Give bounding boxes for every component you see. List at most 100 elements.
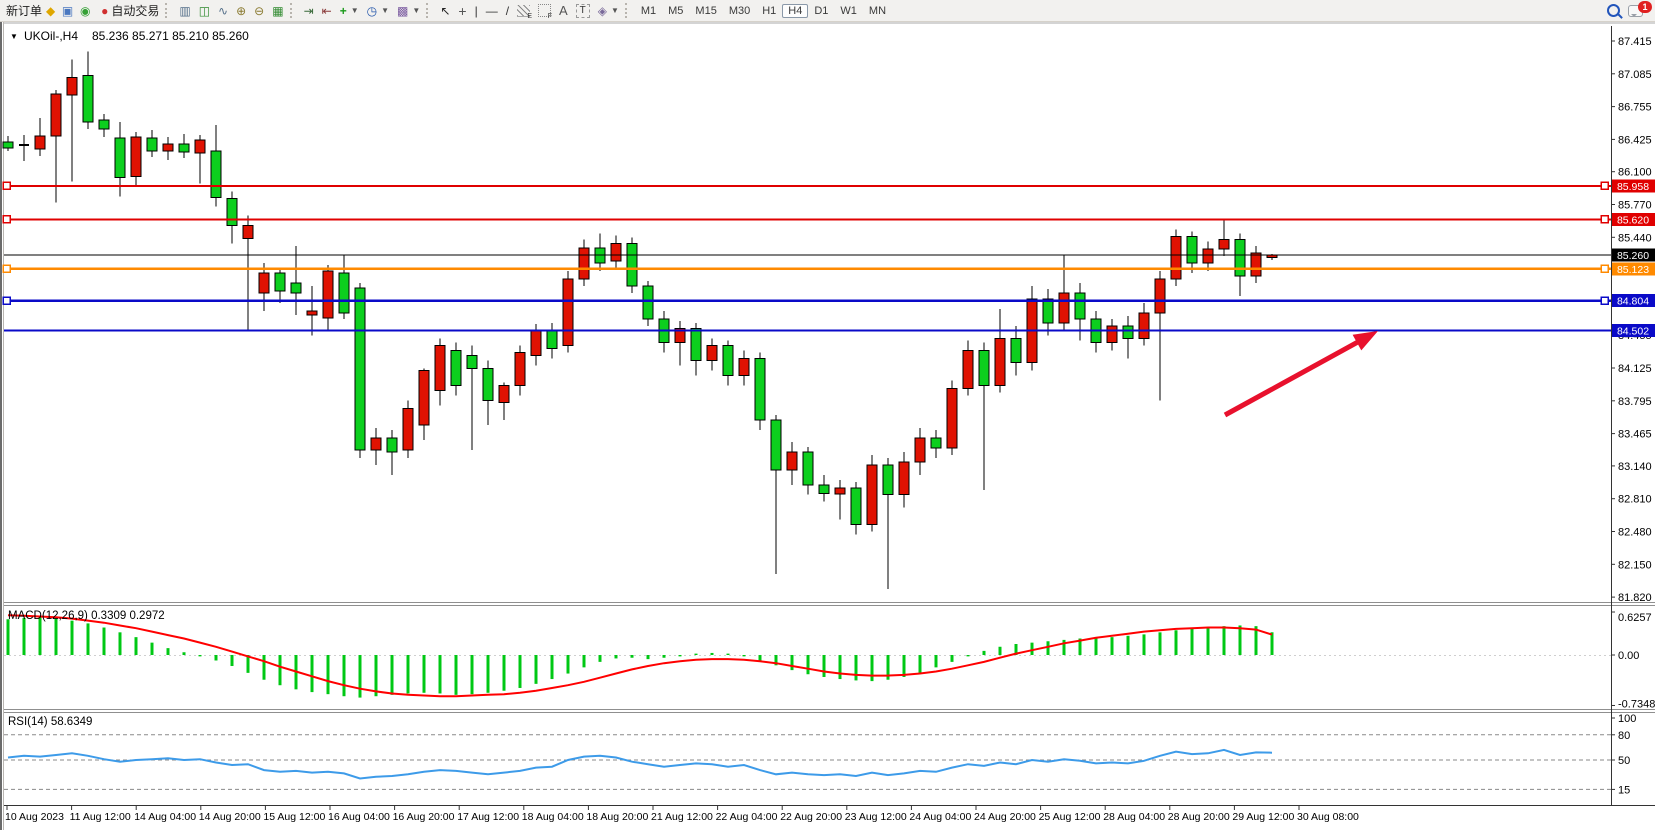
new-order-button[interactable]: 新订单 — [6, 4, 43, 18]
timeframe-button-mn[interactable]: MN — [868, 4, 887, 17]
toolbar-grip[interactable] — [289, 3, 296, 18]
candle-body — [66, 76, 78, 96]
candle-body — [626, 242, 638, 287]
time-tick-label: 15 Aug 12:00 — [263, 811, 325, 823]
signals-icon[interactable]: ◉ — [79, 3, 91, 18]
timeframe-button-m30[interactable]: M30 — [728, 4, 751, 17]
level-lines[interactable]: 85.958 85.620 85.260 85.123 84.804 84.502 — [2, 179, 1655, 338]
auto-scroll-button[interactable]: ⇥ — [300, 1, 318, 20]
fibonacci-button[interactable]: F — [534, 1, 555, 20]
candle-body — [162, 143, 174, 152]
candle-body — [850, 487, 862, 526]
candle-body — [866, 464, 878, 525]
search-icon[interactable] — [1607, 4, 1620, 17]
price-badge — [1612, 248, 1655, 262]
candle-body — [1058, 292, 1070, 324]
cursor-button[interactable]: ↖ — [436, 1, 454, 20]
candlestick-chart-button[interactable]: ◫ — [195, 1, 214, 20]
chart-svg: 87.415 87.085 86.755 86.425 86.100 85.770 85.4… — [0, 22, 1655, 830]
price-tick-label: 85.770 — [1618, 200, 1652, 212]
text-button[interactable]: A — [555, 1, 572, 20]
panel-separators[interactable] — [4, 602, 1655, 806]
timeframe-button-w1[interactable]: W1 — [840, 4, 857, 17]
text-label-button[interactable]: T — [572, 1, 594, 20]
rsi-panel: 100 80 50 15 RSI(14) 58.6349 — [4, 713, 1636, 796]
candle-body — [530, 330, 542, 357]
toolbar-grip[interactable] — [624, 3, 631, 18]
candle-body — [1106, 325, 1118, 344]
zoom-out-button[interactable]: ⊖ — [250, 1, 268, 20]
bar-chart-icon: ▥ — [179, 3, 191, 18]
line-chart-button[interactable]: ∿ — [214, 1, 232, 20]
price-tick-label: 87.415 — [1618, 36, 1652, 48]
candle-body — [178, 143, 190, 153]
rsi-axis-label: 100 — [1618, 713, 1636, 725]
candle-body — [642, 285, 654, 320]
candle-body — [1122, 325, 1134, 340]
candle-body — [274, 272, 286, 292]
candle-body — [674, 328, 686, 344]
candle-body — [50, 93, 62, 137]
candle-body — [898, 461, 910, 496]
zoom-in-button[interactable]: ⊕ — [232, 1, 250, 20]
candle-body — [418, 370, 430, 426]
channel-icon: E — [517, 4, 532, 20]
candle-body — [402, 407, 414, 451]
text-label-icon: T — [575, 3, 590, 18]
candle-body — [322, 270, 334, 319]
candle-body — [498, 384, 510, 403]
timeframe-button-d1[interactable]: D1 — [814, 4, 829, 17]
candle-body — [354, 287, 366, 451]
price-badge-label: 85.620 — [1617, 214, 1649, 226]
shapes-icon: ◈ — [597, 3, 607, 18]
candle-body — [306, 310, 318, 316]
fibonacci-icon: F — [538, 4, 552, 20]
periods-button[interactable]: ◷ ▼ — [363, 1, 393, 20]
timeframe-button-m15[interactable]: M15 — [695, 4, 717, 17]
horizontal-line-button[interactable]: — — [482, 1, 502, 20]
chart-shift-button[interactable]: ⇤ — [318, 1, 336, 20]
bar-chart-button[interactable]: ▥ — [175, 1, 194, 20]
toolbar-grip[interactable] — [426, 3, 432, 18]
candle-body — [258, 272, 270, 294]
collapse-triangle-icon: ▼ — [10, 32, 18, 41]
candle-body — [242, 224, 254, 239]
robot-icon: ● — [101, 3, 109, 18]
price-badge-label: 85.123 — [1617, 264, 1649, 276]
toolbar-grip[interactable] — [165, 3, 171, 18]
time-tick-label: 17 Aug 12:00 — [457, 811, 519, 823]
candle-body — [914, 437, 926, 463]
candle-body — [146, 137, 158, 152]
timeframe-button-h1[interactable]: H1 — [762, 4, 777, 17]
indicators-button[interactable]: + ▼ — [336, 1, 363, 20]
timeframe-button-m1[interactable]: M1 — [640, 4, 657, 17]
timeframe-button-m5[interactable]: M5 — [668, 4, 684, 17]
timeframe-button-h4[interactable]: H4 — [782, 3, 809, 18]
candle-body — [466, 355, 478, 370]
candle-body — [1234, 238, 1246, 277]
notification-badge[interactable]: 1 — [1638, 1, 1652, 13]
line-anchor-marker — [1600, 264, 1609, 274]
candle-body — [1250, 252, 1262, 277]
vertical-line-button[interactable]: | — [471, 1, 482, 20]
time-tick-label: 22 Aug 04:00 — [716, 811, 778, 823]
arrows-button[interactable]: ◈ ▼ — [594, 1, 623, 20]
autotrade-button[interactable]: ● 自动交易 — [101, 3, 160, 18]
crosshair-button[interactable]: + — [454, 1, 470, 20]
trendline-button[interactable]: / — [502, 1, 513, 20]
terminal-icon[interactable]: ▣ — [61, 3, 74, 18]
annotation-arrow[interactable] — [1223, 331, 1378, 418]
candle-body — [610, 242, 622, 262]
chart-area[interactable]: 87.415 87.085 86.755 86.425 86.100 85.770 85.4… — [0, 22, 1655, 830]
candle-body — [930, 437, 942, 449]
equidistant-channel-button[interactable]: E — [513, 1, 534, 20]
rsi-axis-label: 15 — [1618, 784, 1630, 796]
candle-body — [290, 282, 302, 294]
price-tick-label: 85.440 — [1618, 232, 1652, 244]
tile-windows-button[interactable]: ▦ — [268, 1, 287, 20]
candle-body — [786, 451, 798, 471]
cursor-icon: ↖ — [440, 3, 451, 18]
candle-body — [338, 272, 350, 314]
editor-icon[interactable]: ◆ — [46, 3, 56, 18]
templates-button[interactable]: ▩ ▼ — [393, 1, 424, 20]
